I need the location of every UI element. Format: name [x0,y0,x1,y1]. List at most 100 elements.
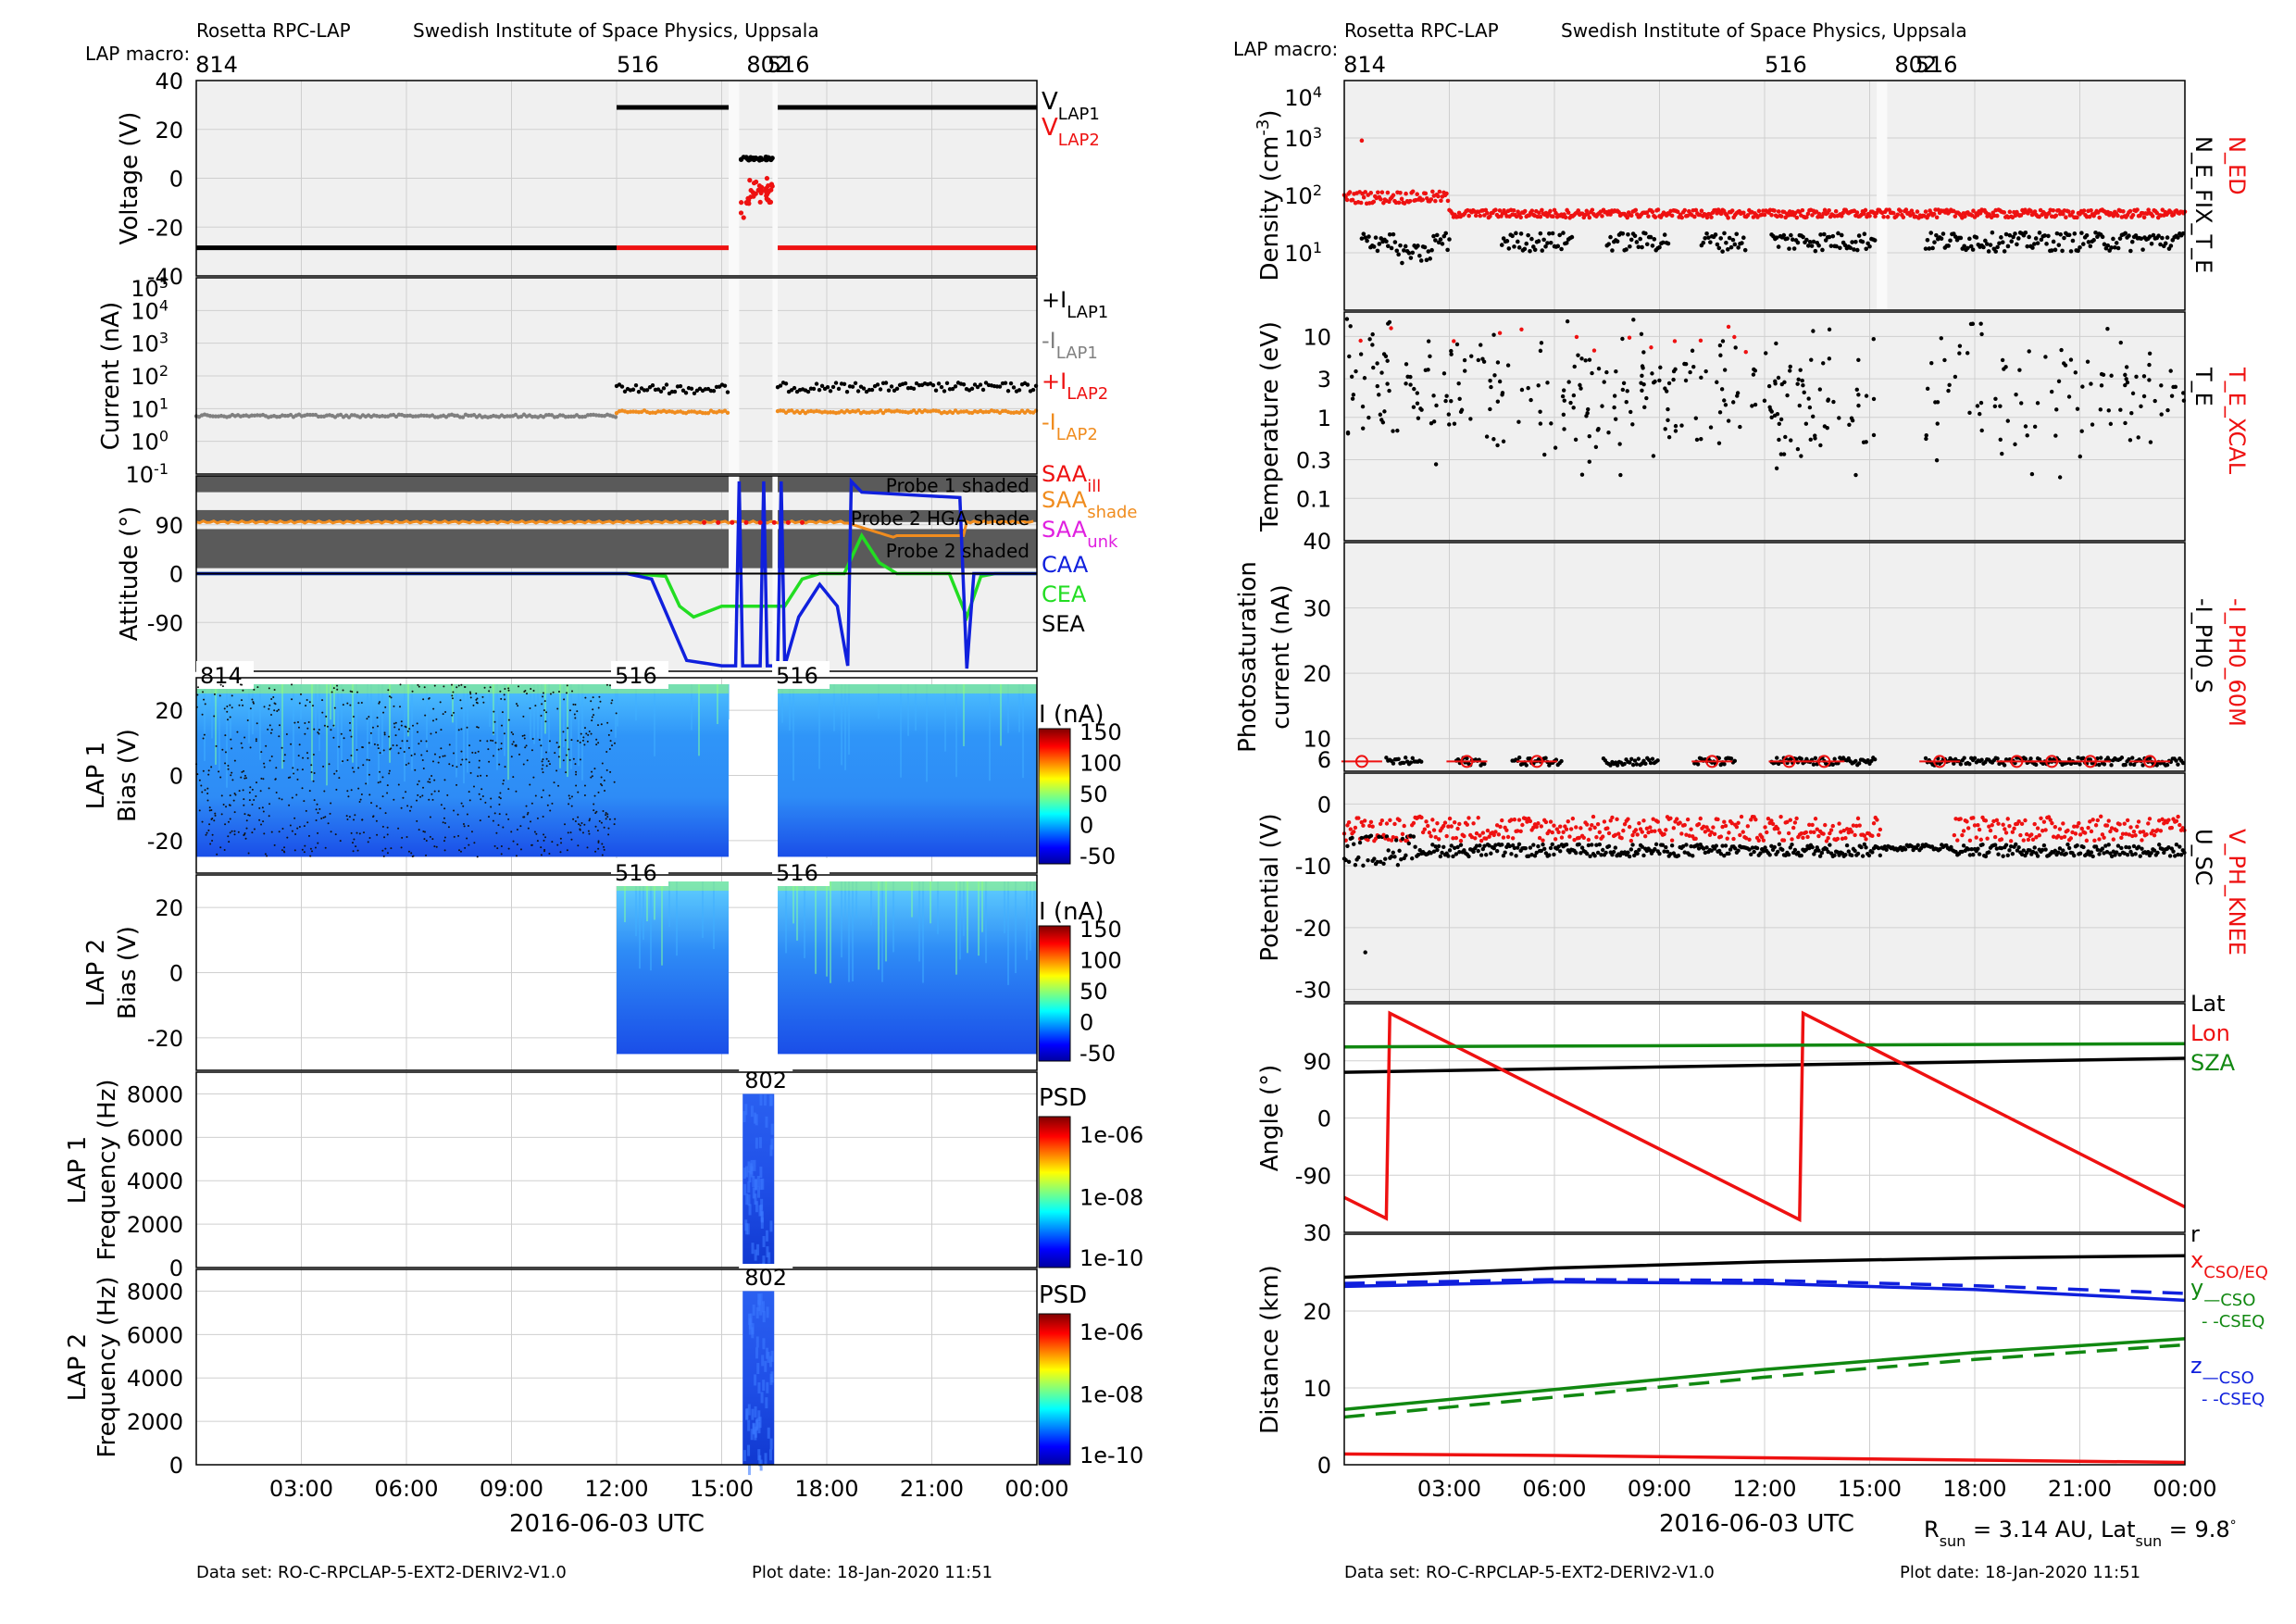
spectrogram-streak [530,684,531,740]
i-ph0-s-point [1524,763,1529,768]
i-ph0-s-point [1869,758,1874,764]
t-e-point [1694,437,1700,443]
current-point [393,414,399,419]
v-ph-knee-point [1978,837,1984,843]
sweep-dot [583,823,586,826]
t-e-xcal-point [1519,327,1524,331]
v-ph-knee-point [1577,835,1581,841]
sweep-dot [510,831,513,833]
density-y-label: Density (cm-3) [1254,110,1285,281]
v-ph-knee-point [1871,821,1877,826]
v-ph-knee-point [2016,818,2021,824]
spectrogram-noise [743,1183,747,1195]
i-ph0-s-point [2099,756,2103,760]
t-e-point [1799,454,1803,458]
v-ph-knee-point [1725,836,1729,841]
spectrogram-streak [215,684,217,765]
panel-border [195,1071,1038,1268]
sweep-dot [459,699,462,702]
n-fix-point [2100,234,2105,240]
current-point [878,387,883,392]
u-sc-point [1547,853,1552,857]
sweep-dot [453,752,455,755]
i-ph0-s-point [1846,756,1852,761]
sweep-dot [268,787,270,790]
v-ph-knee-point [2079,826,2084,831]
sweep-dot [416,799,418,802]
spectrogram-streak [635,881,637,937]
n-fix-point [2163,241,2168,246]
t-e-point [2000,357,2005,363]
v-lap1-point [739,156,744,162]
sweep-dot [455,686,458,689]
spectrogram-noise [744,1104,748,1116]
u-sc-point [1758,851,1763,856]
u-sc-point [1792,847,1798,853]
colorbar-tick: 1e-06 [1079,1122,1143,1148]
spectrogram-noise [762,1380,766,1392]
v-ph-knee-point [2135,824,2140,830]
n-fix-point [1402,248,1406,253]
sweep-dot [460,802,463,805]
t-e-point [1978,411,1982,417]
saa-ill-point [730,519,735,525]
t-e-point [2118,407,2123,412]
sweep-dot [548,794,551,797]
sweep-dot [266,855,268,857]
lap1_bias-spectrogram-516 [617,684,730,857]
sweep-dot [455,766,458,768]
v-ph-knee-point [1669,838,1675,843]
spectrogram-streak [333,684,335,728]
sweep-dot [581,739,584,742]
n-fix-point [1561,231,1566,235]
sweep-dot [571,690,574,693]
i-ph0-s-point [1634,762,1640,767]
n-fix-point [1526,232,1530,238]
sweep-dot [542,758,544,761]
n-fix-point [1946,244,1951,248]
sweep-dot [350,789,353,792]
u-sc-point [1455,844,1460,850]
sweep-dot [225,806,228,808]
t-e-point [1617,442,1622,446]
t-e-point [1362,376,1367,381]
t-e-xcal-point [1358,338,1363,344]
sweep-dot [570,805,573,807]
u-sc-point [2053,848,2058,854]
t-e-point [1426,368,1430,372]
v-ph-knee-point [1572,837,1577,843]
sweep-dot [242,689,244,692]
n-ed-point [2002,210,2007,215]
u-sc-point [2167,854,2173,858]
t-e-point [2029,471,2035,477]
sweep-dot [542,771,544,774]
u-sc-point [2174,842,2179,847]
v-ph-knee-point [2158,829,2164,833]
t-e-point [1370,343,1375,347]
sweep-dot [347,795,350,798]
sweep-dot [206,799,209,802]
sweep-dot [437,790,440,793]
sweep-dot [383,836,386,839]
current-point [811,386,817,392]
v-ph-knee-point [1837,821,1841,826]
sweep-dot [207,773,210,776]
sweep-dot [519,848,522,851]
sweep-dot [437,761,440,764]
t-e-point [1788,364,1792,369]
u-sc-point [1466,854,1471,859]
u-sc-point [1435,847,1440,853]
v-ph-knee-point [1451,836,1455,841]
i-ph0-s-point [1543,756,1548,760]
sweep-dot [607,733,610,736]
series-x [1343,1452,2186,1465]
v-ph-knee-point [1606,831,1612,836]
t-e-point [1666,406,1670,412]
v-ph-knee-point [1991,818,1996,824]
sweep-dot [260,751,263,754]
u-sc-point [1775,849,1780,855]
n-ed-point [1430,189,1435,194]
n-ed-point [1436,194,1441,199]
sweep-dot [416,819,418,822]
t-e-xcal-point [1591,348,1597,353]
